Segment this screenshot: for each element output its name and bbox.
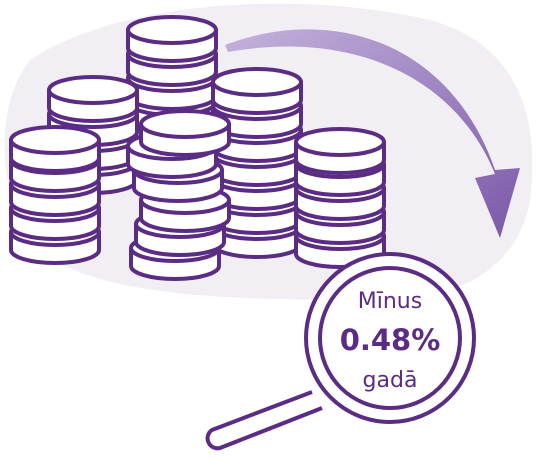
coin bbox=[128, 17, 216, 61]
badge-text: Mīnus bbox=[358, 289, 422, 314]
coin bbox=[141, 111, 229, 155]
badge-text: gadā bbox=[363, 368, 418, 393]
coin bbox=[11, 127, 99, 171]
coin bbox=[49, 77, 137, 121]
badge-rate: 0.48% bbox=[340, 323, 441, 357]
coin bbox=[213, 69, 301, 113]
illustration: Mīnus 0.48% gadā bbox=[0, 0, 543, 454]
magnifier-handle bbox=[208, 392, 322, 448]
page: Mīnus 0.48% gadā (() => { const data = J… bbox=[0, 0, 543, 454]
coin bbox=[296, 129, 384, 173]
